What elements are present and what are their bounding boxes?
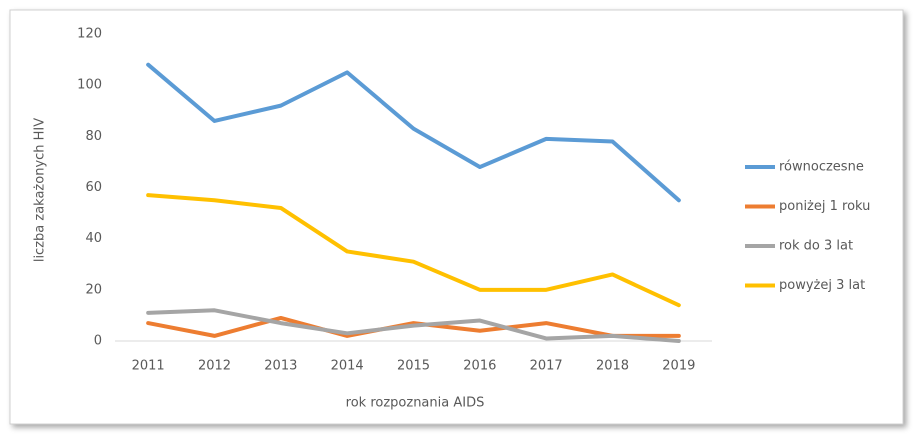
x-tick-label: 2018 — [596, 359, 629, 374]
y-tick-label: 100 — [77, 78, 102, 93]
x-tick-label: 2016 — [463, 359, 496, 374]
x-tick-label: 2011 — [132, 359, 165, 374]
y-tick-label: 60 — [85, 180, 102, 195]
series-line — [146, 308, 681, 343]
series-line — [146, 62, 681, 203]
legend-label: powyżej 3 lat — [779, 278, 865, 293]
x-tick-label: 2014 — [331, 359, 364, 374]
y-tick-label: 20 — [85, 282, 102, 297]
series-line — [146, 315, 681, 338]
y-tick-label: 120 — [77, 27, 102, 42]
y-axis-title: liczba zakażonych HIV — [33, 118, 48, 262]
legend-label: poniżej 1 roku — [779, 199, 870, 214]
x-tick-label: 2013 — [264, 359, 297, 374]
x-tick-label: 2012 — [198, 359, 231, 374]
y-tick-label: 40 — [85, 231, 102, 246]
legend-label: rok do 3 lat — [779, 239, 853, 254]
x-tick-label: 2017 — [530, 359, 563, 374]
x-tick-label: 2015 — [397, 359, 430, 374]
legend-label: równoczesne — [779, 160, 864, 175]
y-tick-label: 0 — [94, 334, 102, 349]
x-tick-label: 2019 — [662, 359, 695, 374]
y-tick-label: 80 — [85, 129, 102, 144]
series-line — [146, 193, 681, 308]
x-axis-title: rok rozpoznania AIDS — [346, 396, 485, 411]
chart-frame — [9, 9, 904, 425]
